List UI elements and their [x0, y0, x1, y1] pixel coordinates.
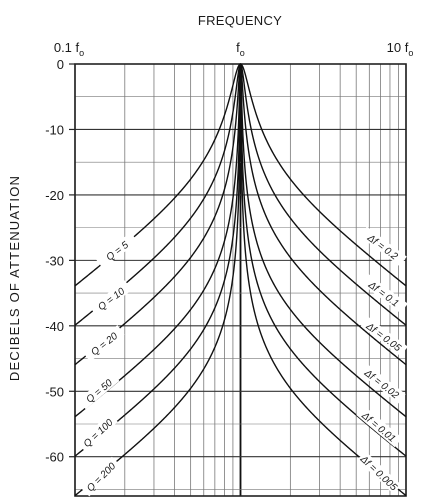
y-tick-label: -40 [45, 319, 64, 334]
curve-label-q: Q = 100 [82, 417, 116, 450]
curve-label-bg [356, 451, 402, 494]
curve-label-bg [78, 371, 120, 410]
axis-ticks: 0 -10 -20 -30 -40 -50 -60 0.1 fo fo 10 fo [45, 40, 413, 465]
y-tick-label: -30 [45, 253, 64, 268]
curve-label-df: Δf = 0.005 [357, 453, 399, 493]
curve-label-bg [89, 280, 132, 317]
curve-label-bg [95, 232, 138, 269]
x-tick-label: 10 fo [387, 40, 414, 58]
x-tick-label: 0.1 fo [54, 40, 84, 58]
y-tick-label: 0 [57, 57, 64, 72]
y-tick-label: -10 [45, 122, 64, 137]
y-tick-label: -50 [45, 384, 64, 399]
curve-label-bg [80, 456, 121, 497]
curve-label-df: Δf = 0.01 [359, 410, 398, 445]
y-tick-label: -60 [45, 450, 64, 465]
y-tick-label: -20 [45, 188, 64, 203]
curve-label-bg [77, 413, 118, 452]
curve-label-bg [359, 226, 407, 267]
resonance-curve [74, 63, 407, 497]
curve-label-bg [360, 273, 408, 314]
x-tick-label: fo [236, 40, 245, 58]
y-axis-label: DECIBELS OF ATTENUATION [7, 175, 22, 381]
curve-label-bg [358, 363, 406, 404]
curve-label-bg [356, 405, 403, 448]
chart-title: FREQUENCY [198, 13, 282, 28]
curve-label-bg [82, 325, 125, 362]
curve-label-bg [360, 316, 408, 357]
attenuation-curves [74, 62, 407, 497]
